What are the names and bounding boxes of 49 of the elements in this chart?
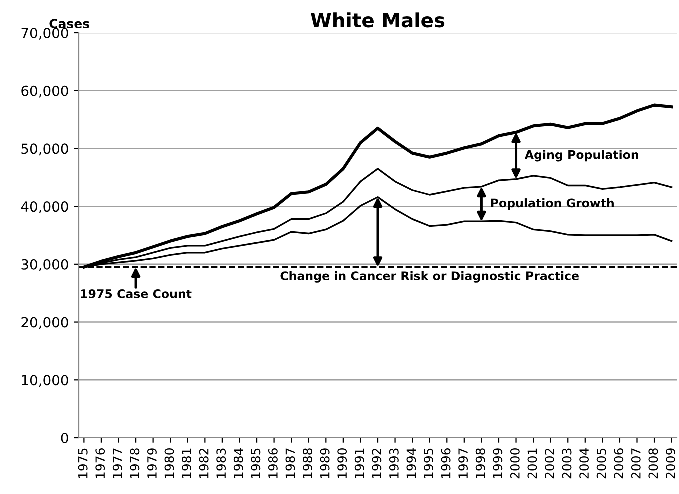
x-tick-label: 1998 [476,448,486,478]
x-tick-label: 1994 [406,448,416,478]
y-tick-label: 10,000 [22,375,68,388]
x-tick-label: 1984 [234,448,244,478]
y-tick-label: 20,000 [22,317,68,330]
x-tick-label: 2006 [614,448,624,479]
x-tick-label: 1978 [130,448,140,478]
x-tick-label: 1986 [268,448,278,478]
x-tick-label: 2007 [631,448,641,479]
x-tick-label: 1981 [182,448,192,478]
annotation: Aging Population [524,150,638,162]
x-tick-label: 2009 [666,448,676,479]
x-tick-label: 1997 [458,448,468,478]
y-tick-label: 40,000 [21,202,68,214]
x-tick-label: 1999 [493,448,503,478]
x-tick-label: 2000 [510,448,520,479]
x-tick-label: 2008 [648,448,658,479]
x-tick-label: 1996 [441,448,451,478]
y-axis-title: Cases [50,19,90,29]
x-tick-label: 1989 [320,448,330,478]
x-tick-label: 1988 [303,448,312,478]
x-tick-label: 1991 [354,448,364,478]
x-tick-label: 1992 [372,448,382,478]
x-tick-label: 1979 [147,448,157,478]
x-tick-label: 1975 [78,448,88,478]
chart-title: White Males [311,12,445,28]
x-tick-label: 1977 [112,448,122,478]
y-tick-label: 0 [61,432,68,444]
y-tick-label: 70,000 [22,28,68,40]
annotation: 1975 Case Count [81,290,192,298]
x-tick-label: 1995 [424,448,434,478]
x-tick-label: 2004 [580,448,590,479]
x-tick-label: 1982 [199,448,209,478]
x-tick-label: 1990 [338,448,348,478]
x-tick-label: 1976 [96,448,106,478]
x-tick-label: 1987 [286,448,296,478]
y-tick-label: 50,000 [22,144,68,156]
annotation: Change in Cancer Risk or Diagnostic Practice [280,271,579,283]
x-tick-label: 2005 [596,448,606,479]
x-tick-label: 1983 [216,448,226,478]
y-tick-label: 60,000 [22,86,68,98]
y-tick-label: 30,000 [22,259,68,272]
x-tick-label: 2003 [562,448,572,479]
x-tick-label: 1980 [164,448,174,478]
x-tick-label: 1985 [251,448,261,478]
x-tick-label: 1993 [389,448,399,478]
x-tick-label: 2002 [545,448,554,479]
x-tick-label: 2001 [528,448,538,479]
annotation: Population Growth [491,198,614,210]
